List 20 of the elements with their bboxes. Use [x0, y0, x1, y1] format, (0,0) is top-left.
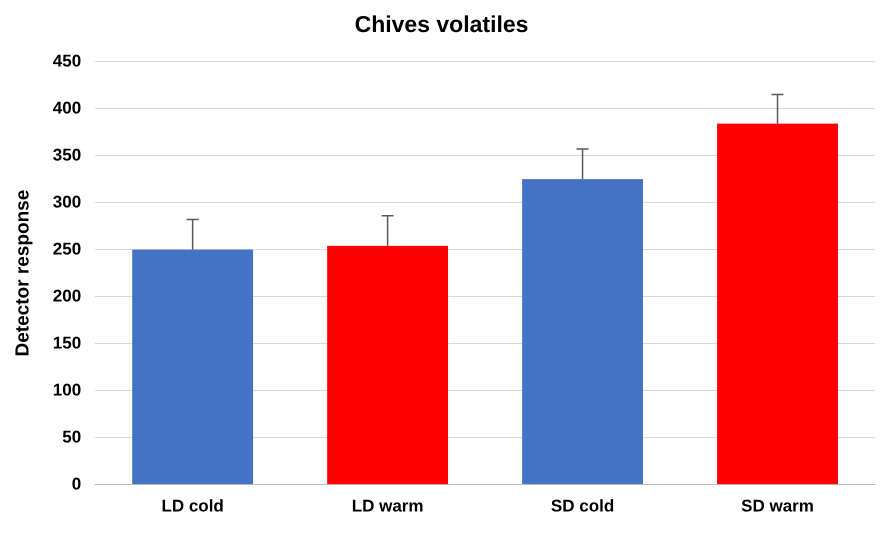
x-tick-label: LD warm: [352, 496, 424, 516]
y-tick-label: 150: [52, 333, 82, 352]
y-tick-label: 200: [52, 286, 82, 306]
y-tick-label: 250: [52, 239, 82, 258]
x-tick-label: SD cold: [550, 496, 614, 516]
y-tick-label: 350: [52, 145, 82, 164]
y-axis-title: Detector response: [12, 190, 34, 357]
y-tick-label: 100: [52, 380, 82, 400]
bar: [717, 124, 838, 484]
y-tick-label: 0: [72, 474, 82, 494]
chart-title: Chives volatiles: [354, 11, 528, 38]
y-tick-label: 50: [62, 427, 82, 446]
bar: [522, 179, 643, 484]
x-tick-label: SD warm: [741, 496, 814, 516]
y-tick-label: 450: [52, 51, 82, 70]
bar: [132, 250, 254, 484]
y-tick-label: 400: [52, 98, 82, 118]
y-tick-label: 300: [52, 192, 82, 212]
x-tick-label: LD cold: [161, 496, 224, 516]
bar: [327, 246, 448, 484]
